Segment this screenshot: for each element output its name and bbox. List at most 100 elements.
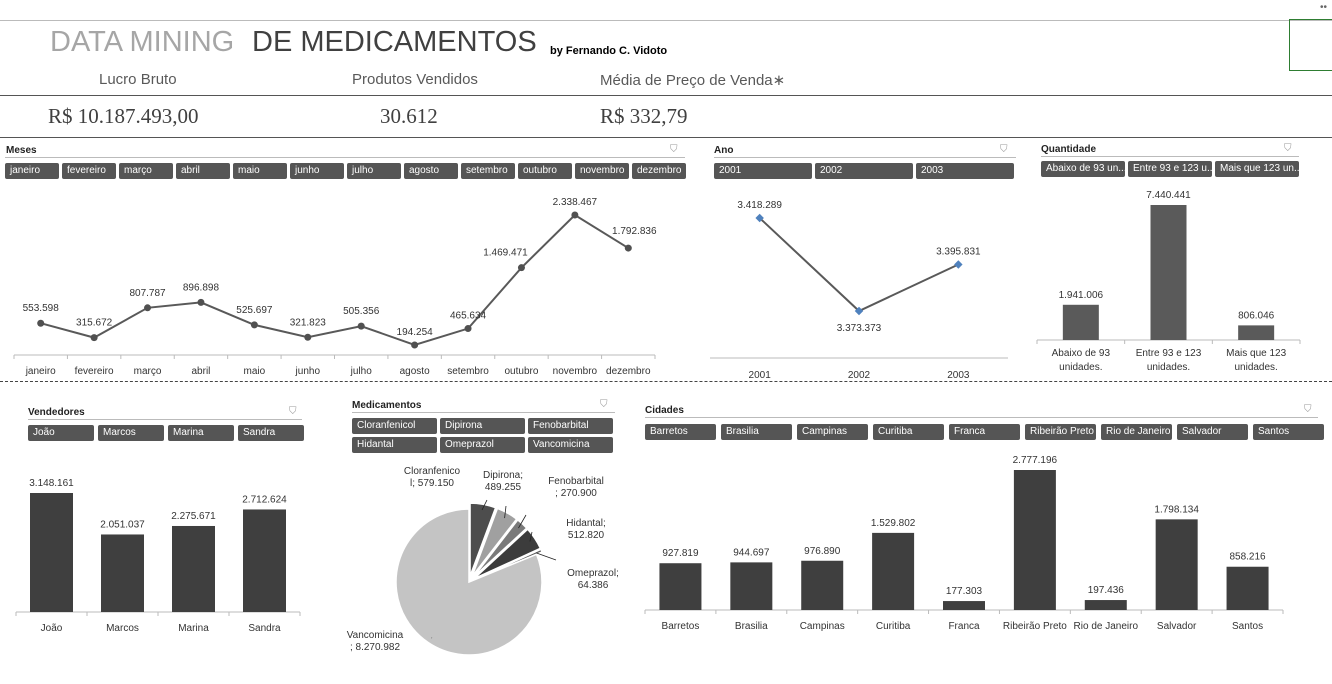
- x-tick-label: outubro: [504, 366, 538, 377]
- kpi-value-produtos: 30.612: [380, 104, 438, 128]
- slicer-medicamentos-button[interactable]: Hidantal: [352, 437, 437, 453]
- slicer-ano-button[interactable]: 2003: [916, 163, 1014, 179]
- panel-title-quantidade: Quantidade: [1041, 144, 1097, 155]
- slicer-medicamentos-button[interactable]: Fenobarbital: [528, 418, 613, 434]
- leader-line: [536, 552, 557, 561]
- slicer-cidades-button[interactable]: Franca: [949, 424, 1020, 440]
- data-label: Fenobarbital; 270.900: [548, 476, 604, 499]
- slicer-vendedores-button[interactable]: Sandra: [238, 425, 304, 441]
- slicer-meses-button[interactable]: julho: [347, 163, 401, 179]
- panel-title-cidades: Cidades: [645, 405, 684, 416]
- x-tick-label: setembro: [447, 366, 489, 377]
- data-label: 858.216: [1229, 552, 1266, 563]
- kpi-divider: [0, 95, 1332, 96]
- slicer-cidades-button[interactable]: Campinas: [797, 424, 868, 440]
- data-point: [357, 322, 365, 330]
- pie-slice: [395, 508, 543, 656]
- slicer-meses-button[interactable]: novembro: [575, 163, 629, 179]
- data-label: 927.819: [662, 548, 699, 559]
- clear-filter-icon[interactable]: ⛉: [1304, 404, 1312, 415]
- byline: by Fernando C. Vidoto: [550, 45, 668, 57]
- data-label: Hidantal; 512.820: [566, 518, 605, 541]
- slicer-vendedores-button[interactable]: João: [28, 425, 94, 441]
- data-label: 315.672: [76, 318, 113, 329]
- x-tick-label: Abaixo de 93 unidades.: [1052, 348, 1111, 373]
- slicer-meses-button[interactable]: janeiro: [5, 163, 59, 179]
- data-label: Omeprazol; 64.386: [567, 568, 619, 591]
- x-tick-label: julho: [350, 366, 373, 377]
- x-tick-label: março: [134, 366, 162, 377]
- bar: [243, 509, 286, 612]
- panel-title-ano: Ano: [714, 145, 734, 156]
- slicer-cidades-button[interactable]: Brasilia: [721, 424, 792, 440]
- slicer-cidades-button[interactable]: Santos: [1253, 424, 1324, 440]
- data-point: [517, 264, 525, 272]
- panel-title-meses: Meses: [6, 145, 37, 156]
- x-tick-label: fevereiro: [75, 366, 114, 377]
- data-point: [624, 244, 632, 252]
- pie-slice: [471, 507, 518, 578]
- slicer-meses-button[interactable]: fevereiro: [62, 163, 116, 179]
- data-label: Vancomicina; 8.270.982: [347, 630, 404, 653]
- window-menu-dots-icon[interactable]: ••: [1320, 2, 1328, 13]
- slicer-medicamentos-button[interactable]: Cloranfenicol: [352, 418, 437, 434]
- bar: [872, 532, 915, 610]
- clear-filter-icon[interactable]: ⛉: [1284, 143, 1292, 154]
- slicer-ano-button[interactable]: 2002: [815, 163, 913, 179]
- data-label: 944.697: [733, 547, 770, 558]
- slicer-meses-button[interactable]: março: [119, 163, 173, 179]
- x-tick-label: Brasilia: [735, 621, 768, 632]
- x-tick-label: Campinas: [800, 621, 845, 632]
- clear-filter-icon[interactable]: ⛉: [1000, 144, 1008, 155]
- slicer-cidades-button[interactable]: Barretos: [645, 424, 716, 440]
- slicer-meses-button[interactable]: maio: [233, 163, 287, 179]
- slicer-quantidade-button[interactable]: Mais que 123 un...: [1215, 161, 1299, 177]
- panel-title-vendedores: Vendedores: [28, 407, 85, 418]
- slicer-meses-button[interactable]: agosto: [404, 163, 458, 179]
- slicer-medicamentos-button[interactable]: Vancomicina: [528, 437, 613, 453]
- selected-cell-box[interactable]: [1289, 19, 1332, 71]
- slicer-ano-button[interactable]: 2001: [714, 163, 812, 179]
- clear-filter-icon[interactable]: ⛉: [600, 399, 608, 410]
- slicer-quantidade-button[interactable]: Entre 93 e 123 u...: [1128, 161, 1212, 177]
- slicer-quantidade-button[interactable]: Abaixo de 93 un...: [1041, 161, 1125, 177]
- data-label: 2.051.037: [100, 519, 145, 530]
- slicer-cidades-button[interactable]: Curitiba: [873, 424, 944, 440]
- x-tick-label: Ribeirão Preto: [1003, 621, 1067, 632]
- slicer-medicamentos-button[interactable]: Omeprazol: [440, 437, 525, 453]
- panel-rule-vendedores: [28, 419, 302, 420]
- x-tick-label: Entre 93 e 123 unidades.: [1136, 348, 1202, 373]
- slicer-cidades-button[interactable]: Ribeirão Preto: [1025, 424, 1096, 440]
- slicer-meses-button[interactable]: abril: [176, 163, 230, 179]
- kpi-label-media: Média de Preço de Venda∗: [600, 72, 786, 89]
- slicer-medicamentos-button[interactable]: Dipirona: [440, 418, 525, 434]
- title-light: DATA MINING: [50, 26, 235, 58]
- x-tick-label: Marina: [178, 623, 209, 634]
- slicer-meses-button[interactable]: dezembro: [632, 163, 686, 179]
- clear-filter-icon[interactable]: ⛉: [670, 144, 678, 155]
- data-point: [954, 260, 963, 269]
- slicer-vendedores-button[interactable]: Marina: [168, 425, 234, 441]
- slicer-cidades-button[interactable]: Salvador: [1177, 424, 1248, 440]
- slicer-vendedores-button[interactable]: Marcos: [98, 425, 164, 441]
- kpi-label-produtos: Produtos Vendidos: [352, 71, 478, 88]
- slicer-meses-button[interactable]: setembro: [461, 163, 515, 179]
- series-line: [758, 217, 959, 313]
- clear-filter-icon[interactable]: ⛉: [289, 406, 297, 417]
- data-label: 806.046: [1238, 310, 1275, 321]
- bar: [1013, 470, 1056, 610]
- data-point: [464, 325, 472, 333]
- bar: [730, 562, 773, 610]
- data-label: 3.395.831: [936, 247, 981, 258]
- data-label: 2.275.671: [171, 511, 216, 522]
- slicer-meses-button[interactable]: junho: [290, 163, 344, 179]
- bar: [1226, 566, 1269, 610]
- slicer-meses-button[interactable]: outubro: [518, 163, 572, 179]
- top-border: [0, 20, 1332, 21]
- kpi-label-lucro: Lucro Bruto: [99, 71, 177, 88]
- panel-rule-cidades: [645, 417, 1318, 418]
- slicer-cidades-button[interactable]: Rio de Janeiro: [1101, 424, 1172, 440]
- x-tick-label: Rio de Janeiro: [1074, 621, 1139, 632]
- data-point: [250, 321, 258, 329]
